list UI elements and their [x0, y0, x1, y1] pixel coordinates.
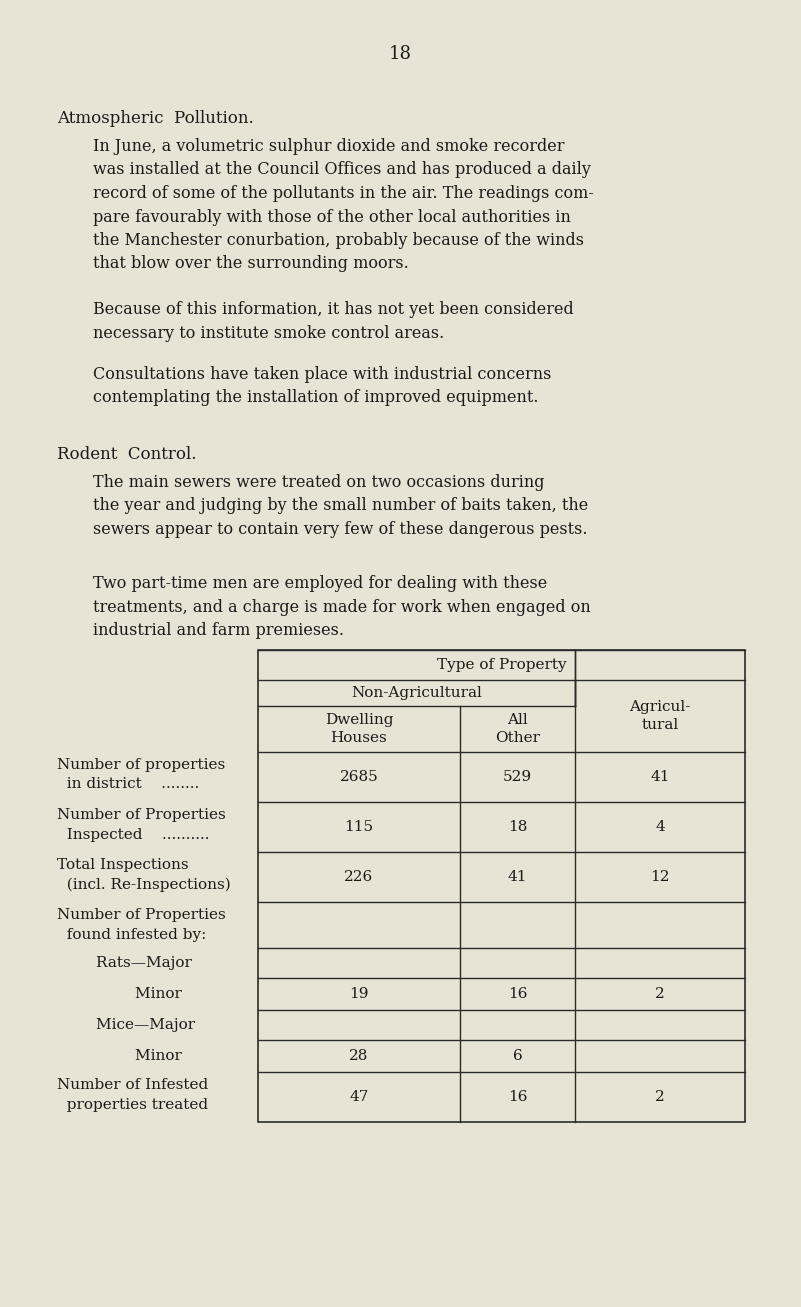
- Text: Minor: Minor: [57, 987, 182, 1001]
- Text: 28: 28: [349, 1050, 368, 1063]
- Text: Dwelling
Houses: Dwelling Houses: [324, 712, 393, 745]
- Text: Number of properties
  in district    ........: Number of properties in district .......…: [57, 758, 225, 792]
- Text: 115: 115: [344, 819, 373, 834]
- Text: 18: 18: [389, 44, 412, 63]
- Text: 47: 47: [349, 1090, 368, 1104]
- Text: Two part-time men are employed for dealing with these
treatments, and a charge i: Two part-time men are employed for deali…: [93, 575, 591, 639]
- Text: Consultations have taken place with industrial concerns
contemplating the instal: Consultations have taken place with indu…: [93, 366, 551, 406]
- Text: In June, a volumetric sulphur dioxide and smoke recorder
was installed at the Co: In June, a volumetric sulphur dioxide an…: [93, 139, 594, 272]
- Text: 2: 2: [655, 987, 665, 1001]
- Text: 6: 6: [513, 1050, 522, 1063]
- Text: Non-Agricultural: Non-Agricultural: [351, 686, 482, 701]
- Text: Rodent  Control.: Rodent Control.: [57, 446, 196, 463]
- Text: 12: 12: [650, 870, 670, 884]
- Text: 529: 529: [503, 770, 532, 784]
- Text: 16: 16: [508, 987, 527, 1001]
- Text: Rats—Major: Rats—Major: [57, 955, 192, 970]
- Text: 19: 19: [349, 987, 368, 1001]
- Text: 41: 41: [508, 870, 527, 884]
- Text: Mice—Major: Mice—Major: [57, 1018, 195, 1033]
- Text: Type of Property: Type of Property: [437, 657, 566, 672]
- Text: 2: 2: [655, 1090, 665, 1104]
- Text: The main sewers were treated on two occasions during
the year and judging by the: The main sewers were treated on two occa…: [93, 474, 588, 538]
- Text: 16: 16: [508, 1090, 527, 1104]
- Text: 18: 18: [508, 819, 527, 834]
- Text: 41: 41: [650, 770, 670, 784]
- Bar: [258, 650, 745, 1121]
- Text: Total Inspections
  (incl. Re-Inspections): Total Inspections (incl. Re-Inspections): [57, 857, 231, 893]
- Text: Atmospheric  Pollution.: Atmospheric Pollution.: [57, 110, 254, 127]
- Text: 226: 226: [344, 870, 373, 884]
- Text: Number of Infested
  properties treated: Number of Infested properties treated: [57, 1078, 208, 1111]
- Text: All
Other: All Other: [495, 712, 540, 745]
- Text: Number of Properties
  found infested by:: Number of Properties found infested by:: [57, 908, 226, 941]
- Text: Because of this information, it has not yet been considered
necessary to institu: Because of this information, it has not …: [93, 301, 574, 341]
- Text: Minor: Minor: [57, 1050, 182, 1063]
- Text: Agricul-
tural: Agricul- tural: [630, 699, 690, 732]
- Text: 4: 4: [655, 819, 665, 834]
- Text: Number of Properties
  Inspected    ..........: Number of Properties Inspected .........…: [57, 808, 226, 842]
- Text: 2685: 2685: [340, 770, 378, 784]
